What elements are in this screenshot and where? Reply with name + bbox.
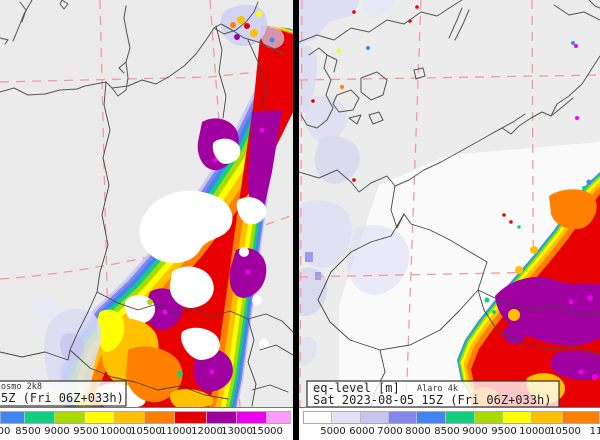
colorbar-segment: [85, 411, 115, 424]
colorbar-segment: [267, 411, 291, 424]
colorbar-tick-label: 9000: [462, 426, 488, 437]
left-label-time: 5Z (Fri 06Z+033h): [1, 391, 124, 405]
purple-patches: [495, 276, 600, 380]
left-label-box: osmo 2k8 5Z (Fri 06Z+033h): [0, 380, 127, 407]
colorbar-tick-label: 12000: [191, 426, 223, 437]
magenta-specks: [162, 127, 265, 375]
right-label-variable: eq-level [m]: [313, 381, 400, 395]
pale-shower-areas: [299, 0, 410, 366]
left-colorbar: [0, 411, 291, 424]
colorbar-segment: [25, 411, 55, 424]
colorbar-segment: [361, 411, 389, 424]
magenta-specks: [568, 295, 598, 380]
colorbar-segment: [115, 411, 145, 424]
colorbar-tick-label: 10000: [519, 426, 551, 437]
left-map-panel: osmo 2k8 5Z (Fri 06Z+033h): [0, 0, 293, 408]
colorbar-tick-label: 00: [0, 426, 11, 437]
colorbar-tick-label: 10000: [100, 426, 132, 437]
coastlines-borders: [299, 0, 600, 407]
edge-specks: [484, 179, 592, 314]
colorbar-tick-label: 9500: [73, 426, 99, 437]
shower-cluster: [220, 4, 285, 49]
colorbar-tick-label: 8000: [405, 426, 431, 437]
colorbar-segment: [332, 411, 361, 424]
colorbar-tick-label: 11000: [160, 426, 192, 437]
colorbar-segment: [532, 411, 563, 424]
colorbar-segment: [145, 411, 175, 424]
colorbar-tick-label: 8500: [434, 426, 460, 437]
right-label-time: Sat 2023-08-05 15Z (Fri 06Z+033h): [313, 393, 551, 407]
pale-shower-area: [34, 296, 102, 399]
panel-divider: [293, 0, 299, 440]
colorbar-segment: [417, 411, 446, 424]
left-label-model: osmo 2k8: [1, 382, 42, 392]
colorbar-tick-label: 10500: [549, 426, 581, 437]
right-label-model: Alaro 4k: [417, 384, 458, 394]
colorbar-segment: [446, 411, 475, 424]
colorbar-segment: [503, 411, 532, 424]
colorbar-segment: [207, 411, 237, 424]
coastlines-borders: [0, 0, 293, 407]
colorbar-segment: [303, 411, 332, 424]
colorbar-tick-label: 5000: [320, 426, 346, 437]
right-label-box: eq-level [m] Alaro 4k Sat 2023-08-05 15Z…: [306, 380, 560, 407]
colorbar-segment: [475, 411, 503, 424]
colorbar-segment: [55, 411, 85, 424]
right-map-panel: eq-level [m] Alaro 4k Sat 2023-08-05 15Z…: [299, 0, 600, 408]
colorbar-tick-label: 7000: [377, 426, 403, 437]
colorbar-tick-label: 8500: [15, 426, 41, 437]
right-colorbar: [303, 411, 600, 424]
colorbar-segment: [237, 411, 267, 424]
orange-patch: [549, 189, 597, 230]
colorbar-tick-label: 15000: [251, 426, 283, 437]
colorbar-tick-label: 6000: [349, 426, 375, 437]
colorbar-tick-label: 13000: [221, 426, 253, 437]
colorbar-tick-label: 11: [589, 426, 600, 437]
left-map: osmo 2k8 5Z (Fri 06Z+033h): [0, 0, 293, 407]
colorbar-segment: [175, 411, 207, 424]
colorbar-tick-label: 9500: [491, 426, 517, 437]
colorbar-tick-label: 10500: [130, 426, 162, 437]
swath-detail: [96, 110, 282, 407]
colorbar-segment: [563, 411, 600, 424]
colorbar-segment: [389, 411, 417, 424]
right-map: eq-level [m] Alaro 4k Sat 2023-08-05 15Z…: [299, 0, 600, 407]
colorbar-tick-label: 9000: [44, 426, 70, 437]
scattered-specks: [311, 5, 579, 229]
colorbar-segment: [0, 411, 25, 424]
blob-detail: [470, 179, 600, 407]
